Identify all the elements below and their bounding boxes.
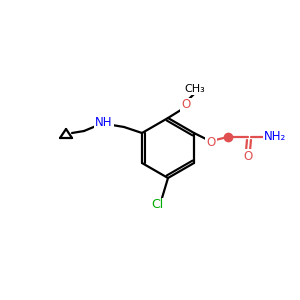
Text: NH: NH (95, 116, 113, 130)
Text: Cl: Cl (151, 199, 163, 212)
Text: O: O (243, 149, 253, 163)
Text: NH₂: NH₂ (264, 130, 286, 143)
Text: CH₃: CH₃ (184, 84, 206, 94)
Text: O: O (206, 136, 216, 148)
Text: O: O (182, 98, 190, 112)
